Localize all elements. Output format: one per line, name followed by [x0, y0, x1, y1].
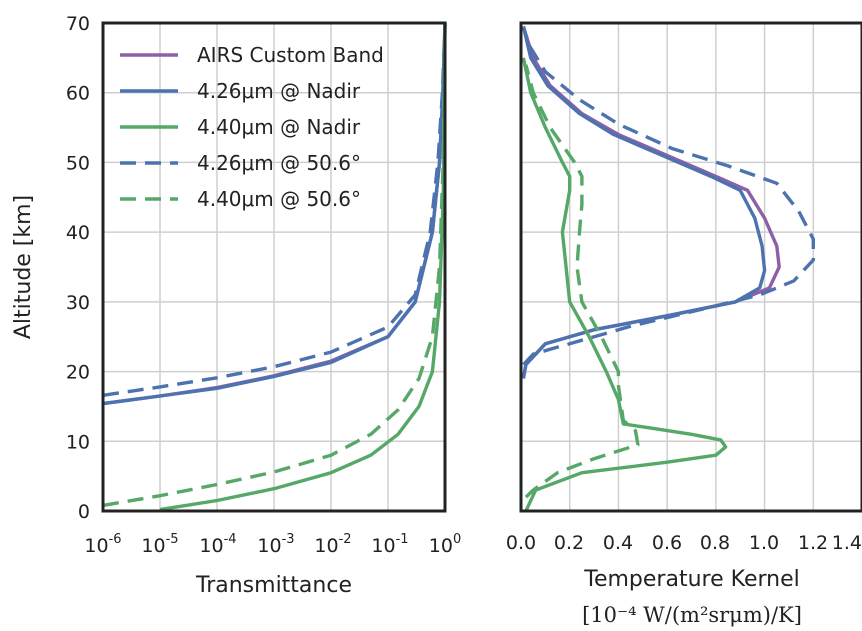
left-y-tick-label: 70: [66, 13, 90, 35]
legend-label: 4.26μm @ Nadir: [197, 79, 361, 103]
right-x-tick-label: 0.8: [700, 532, 730, 554]
right-series-line: [521, 57, 728, 512]
left-x-tick-label: 10-3: [257, 532, 294, 557]
right-gridlines: [520, 22, 862, 512]
left-y-tick-labels: 0 10 20 30 40 50 60 70: [66, 13, 90, 523]
left-y-tick-label: 20: [66, 362, 90, 384]
legend-label: AIRS Custom Band: [197, 43, 384, 67]
legend-label: 4.40μm @ Nadir: [197, 115, 361, 139]
left-series-line: [102, 22, 447, 508]
legend-label: 4.40μm @ 50.6°: [197, 187, 361, 211]
left-y-tick-label: 10: [66, 431, 90, 453]
right-panel: 0.0 0.2 0.4 0.6 0.8 1.0 1.2 1.4 Temperature Ker…: [506, 21, 862, 627]
left-x-tick-label: 10-5: [141, 532, 178, 557]
left-x-tick-label: 100: [429, 532, 461, 557]
right-x-tick-label: 1.2: [798, 532, 828, 554]
right-x-tick-label: 1.0: [749, 532, 779, 554]
right-x-axis-label: Temperature Kernel: [583, 567, 799, 592]
right-x-tick-labels: 0.0 0.2 0.4 0.6 0.8 1.0 1.2 1.4: [506, 532, 862, 554]
left-x-tick-labels: 10-6 10-5 10-4 10-3 10-2 10-1 100: [84, 532, 461, 557]
right-x-tick-label: 0.6: [652, 532, 682, 554]
left-series: [102, 22, 447, 512]
left-y-tick-label: 0: [78, 501, 90, 523]
right-x-tick-label: 1.4: [832, 532, 862, 554]
left-y-tick-label: 40: [66, 222, 90, 244]
left-panel: 10-6 10-5 10-4 10-3 10-2 10-1 100 0 10 20 30 40 50 6…: [11, 13, 461, 598]
left-x-tick-label: 10-2: [314, 532, 351, 557]
left-y-tick-label: 60: [66, 83, 90, 105]
right-x-tick-label: 0.4: [603, 532, 633, 554]
legend: AIRS Custom Band 4.26μm @ Nadir 4.40μm @ N…: [120, 43, 384, 211]
right-series-line: [521, 25, 781, 379]
left-y-axis-label: Altitude [km]: [11, 195, 36, 339]
right-series-line: [524, 64, 640, 499]
left-axes-frame: [101, 21, 447, 513]
right-x-tick-label: 0.0: [506, 532, 536, 554]
left-x-tick-label: 10-4: [199, 532, 236, 557]
right-series: [521, 25, 815, 512]
right-x-tick-label: 0.2: [554, 532, 584, 554]
right-series-line: [521, 26, 815, 366]
left-x-tick-label: 10-1: [371, 532, 408, 557]
left-series-line: [102, 22, 447, 406]
right-x-axis-unit: [10⁻⁴ W/(m²srμm)/K]: [582, 603, 802, 627]
left-x-tick-label: 10-6: [84, 532, 121, 557]
legend-label: 4.26μm @ 50.6°: [197, 151, 361, 175]
right-axes-frame: [519, 21, 862, 513]
left-y-tick-label: 30: [66, 292, 90, 314]
right-series-line: [521, 26, 767, 379]
left-y-tick-label: 50: [66, 152, 90, 174]
left-x-axis-label: Transmittance: [195, 573, 352, 598]
